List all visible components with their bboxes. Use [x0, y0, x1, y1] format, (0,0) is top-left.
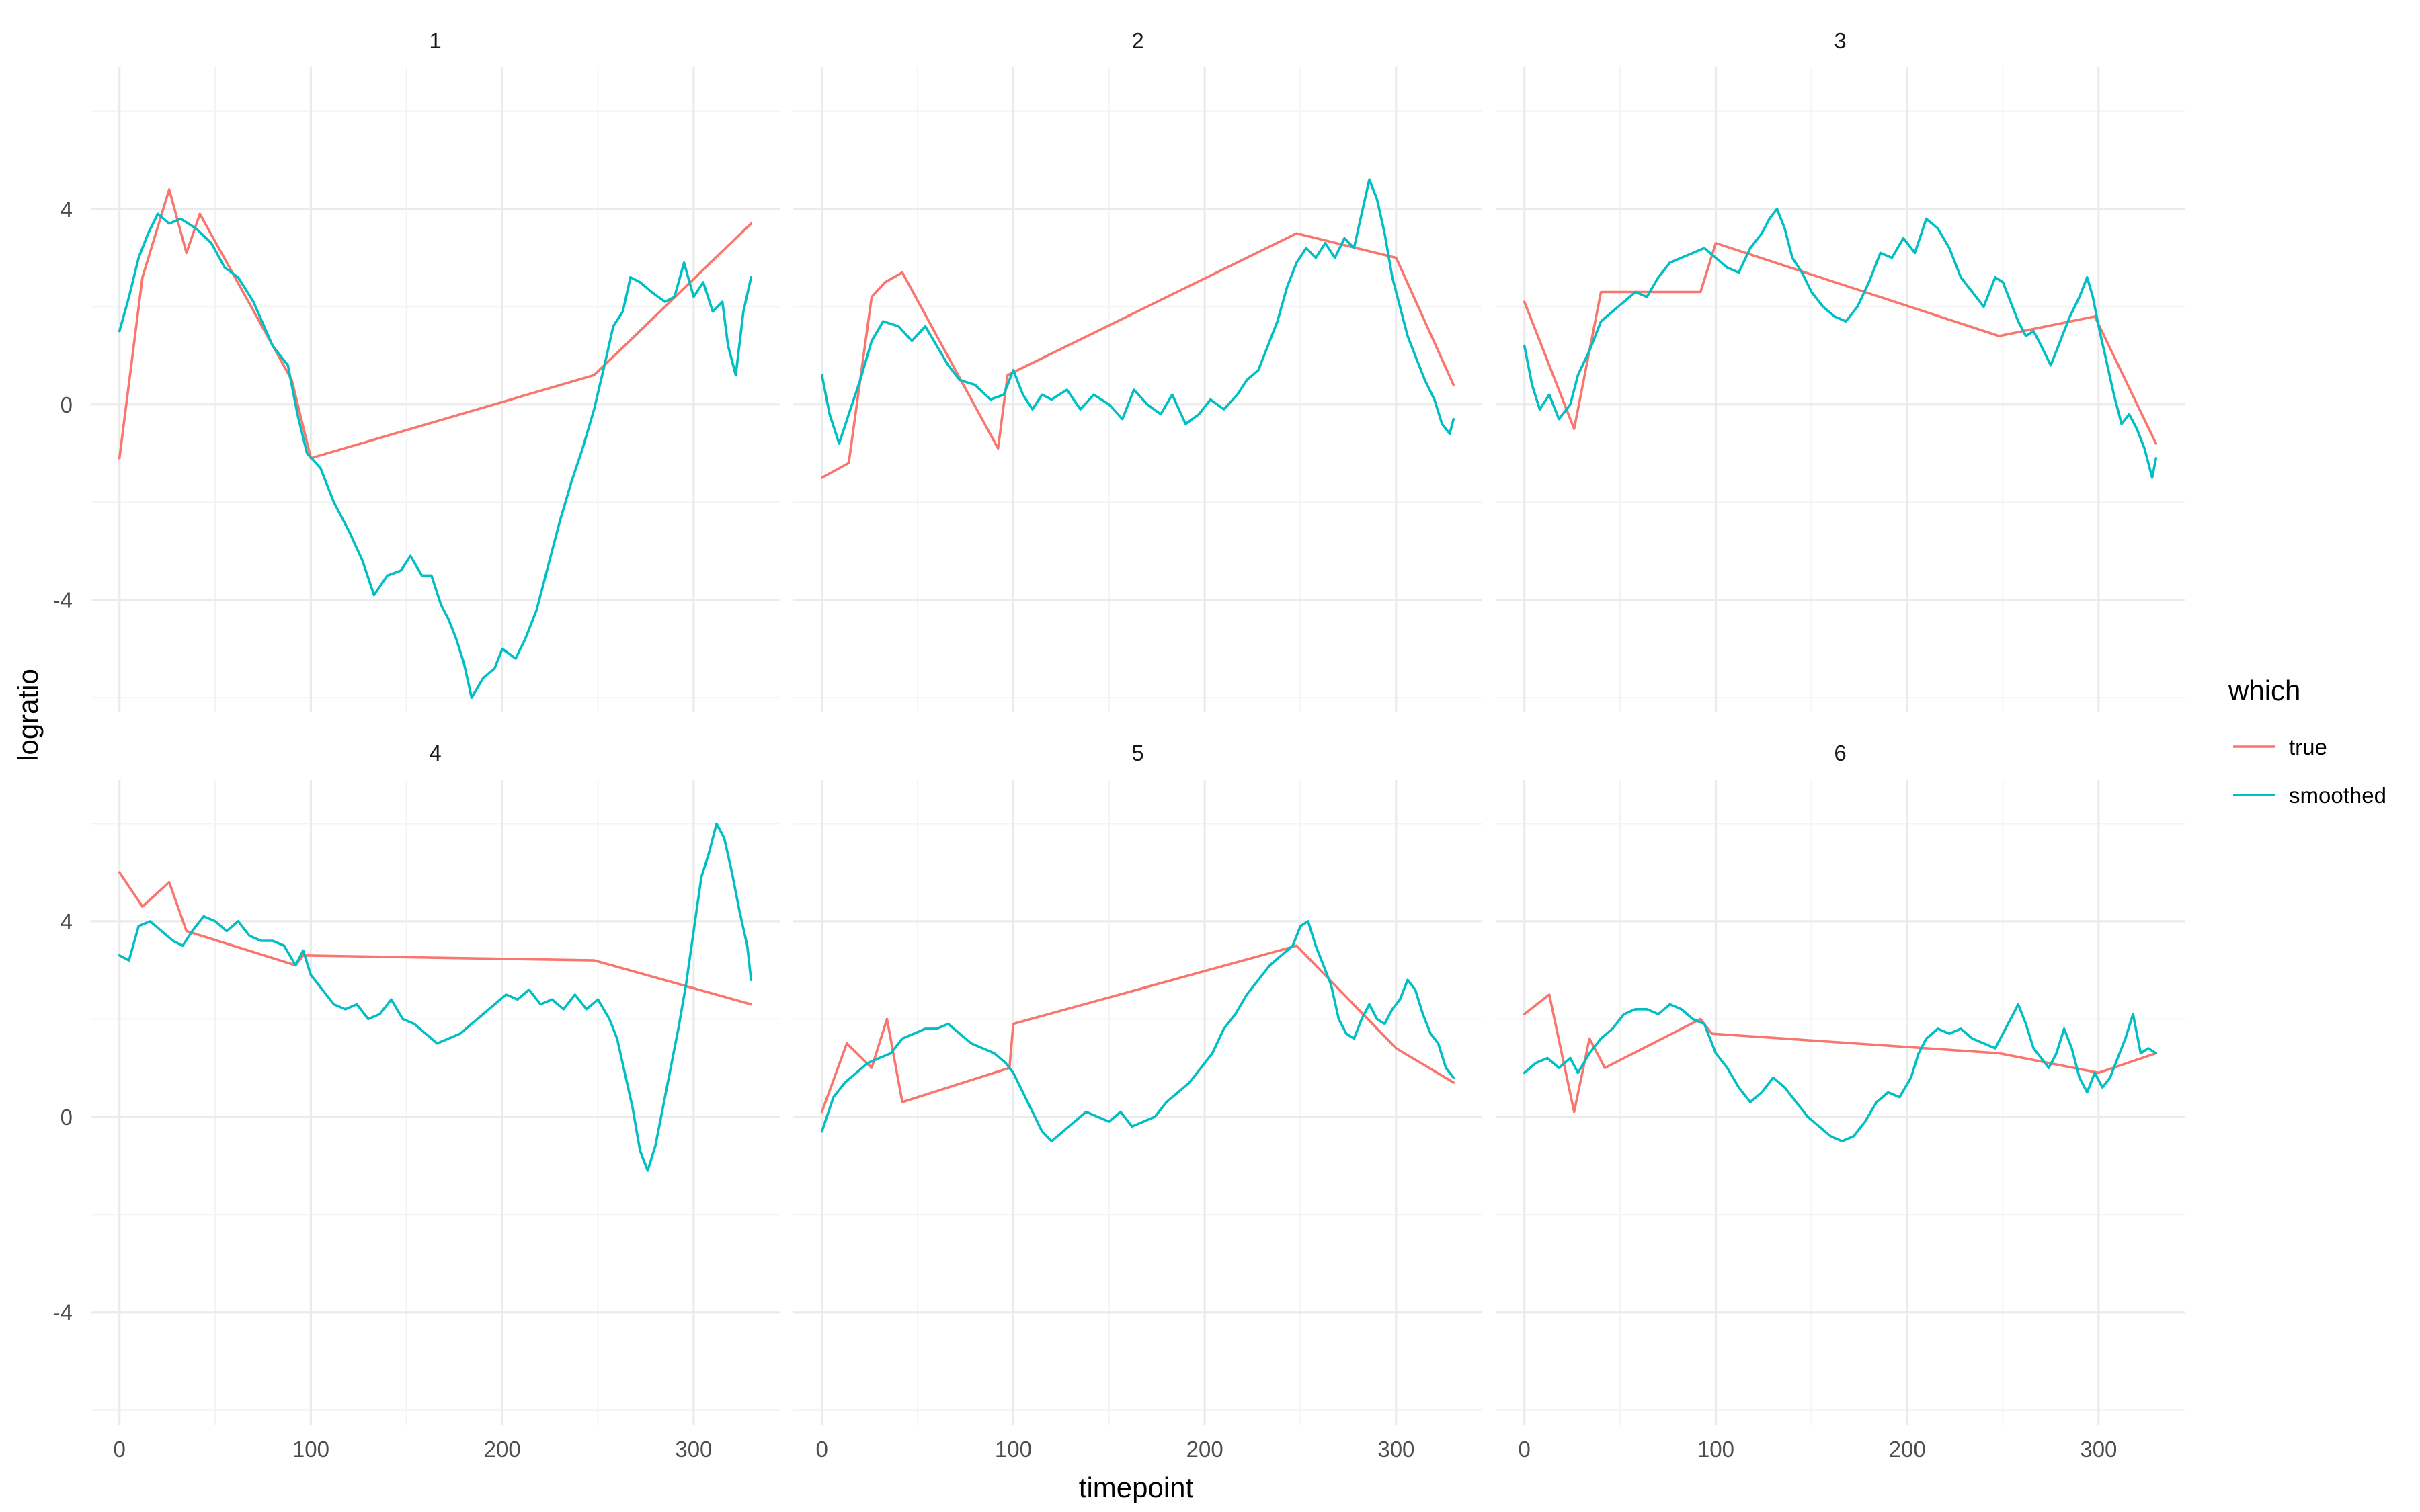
facet-panel-3: 3	[1496, 28, 2185, 712]
facet-panel-4: 4	[91, 741, 780, 1425]
series-line-true-facet-1	[118, 188, 753, 460]
x-axis-ticks: 0 100 200 300 0 100 200 300 0 100 200 300	[114, 1437, 2118, 1462]
x-tick-label: 0	[816, 1437, 828, 1462]
x-tick-label: 0	[1519, 1437, 1531, 1462]
series-line-true-facet-4	[118, 871, 753, 1006]
series-line-smoothed-facet-6	[1523, 1003, 2158, 1142]
facet-strip-label: 4	[429, 741, 441, 765]
facet-panel-6: 6	[1496, 741, 2185, 1425]
series-line-true-facet-6	[1523, 993, 2158, 1114]
x-axis-title: timepoint	[1079, 1472, 1194, 1503]
facet-panel-5: 5	[793, 741, 1482, 1425]
y-tick-label: -4	[53, 588, 73, 613]
panel-background	[91, 780, 780, 1425]
legend: which true smoothed	[2228, 675, 2386, 808]
facet-strip-label: 2	[1131, 28, 1143, 53]
legend-label-true: true	[2289, 734, 2327, 759]
y-axis-ticks: -4 0 4 -4 0 4	[53, 197, 73, 1325]
y-tick-label: 0	[61, 1105, 73, 1130]
x-tick-label: 200	[1186, 1437, 1223, 1462]
x-tick-label: 0	[114, 1437, 126, 1462]
facet-strip-label: 5	[1131, 741, 1143, 765]
x-tick-label: 100	[292, 1437, 329, 1462]
x-tick-label: 100	[995, 1437, 1032, 1462]
facet-panel-2: 2	[793, 28, 1482, 712]
facet-strip-label: 1	[429, 28, 441, 53]
x-tick-label: 200	[484, 1437, 521, 1462]
y-tick-label: 4	[61, 909, 73, 934]
x-tick-label: 300	[1377, 1437, 1414, 1462]
series-line-smoothed-facet-5	[820, 920, 1455, 1142]
series-line-smoothed-facet-1	[118, 212, 753, 699]
series-line-smoothed-facet-2	[820, 178, 1455, 445]
facet-panels: 1 2 3 4 5 6	[91, 28, 2185, 1425]
facet-strip-label: 6	[1834, 741, 1846, 765]
x-tick-label: 300	[2080, 1437, 2117, 1462]
x-tick-label: 200	[1889, 1437, 1926, 1462]
y-axis-title: logratio	[12, 669, 44, 761]
facet-strip-label: 3	[1834, 28, 1846, 53]
panel-background	[793, 780, 1482, 1425]
series-line-smoothed-facet-3	[1523, 208, 2158, 479]
series-line-true-facet-3	[1523, 242, 2158, 445]
series-line-true-facet-5	[820, 944, 1455, 1114]
legend-label-smoothed: smoothed	[2289, 783, 2386, 808]
x-tick-label: 300	[675, 1437, 712, 1462]
legend-title: which	[2228, 675, 2300, 706]
panel-background	[1496, 67, 2185, 712]
facet-panel-1: 1	[91, 28, 780, 712]
y-tick-label: -4	[53, 1300, 73, 1325]
x-tick-label: 100	[1697, 1437, 1734, 1462]
panel-background	[1496, 780, 2185, 1425]
y-tick-label: 0	[61, 392, 73, 417]
panel-background	[91, 67, 780, 712]
y-tick-label: 4	[61, 197, 73, 222]
series-line-smoothed-facet-4	[118, 822, 753, 1172]
panel-background	[793, 67, 1482, 712]
